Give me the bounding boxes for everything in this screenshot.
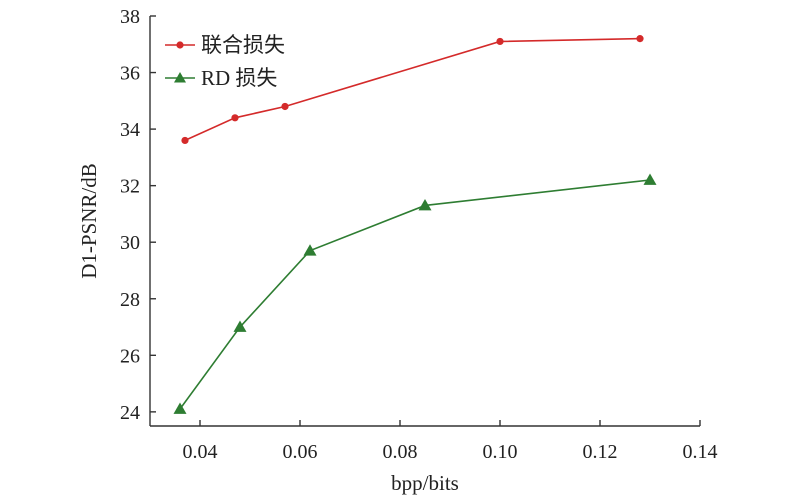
series-layer [173,35,657,414]
x-axis-title: bpp/bits [391,471,459,495]
legend: 联合损失 RD 损失 [165,33,285,90]
series-1 [181,35,644,145]
legend-label: 联合损失 [201,33,285,57]
legend-entry: RD 损失 [165,66,277,90]
data-point [231,114,239,122]
data-point [281,102,289,111]
series-2 [173,173,657,414]
x-tick-label: 0.14 [683,441,718,463]
legend-entry: 联合损失 [165,33,285,57]
y-tick-label: 28 [120,289,140,311]
x-tick-label: 0.12 [583,441,618,463]
x-tick-label: 0.04 [183,441,218,463]
data-point [643,173,657,185]
y-tick-label: 26 [120,345,140,367]
data-point [496,37,504,46]
data-point [174,72,186,83]
x-tick-label: 0.06 [283,441,318,463]
y-tick-label: 34 [120,119,140,141]
y-tick-label: 24 [120,402,140,424]
y-axis-title: D1-PSNR/dB [77,163,101,279]
legend-label: RD 损失 [201,66,277,90]
y-tick-label: 30 [120,232,140,254]
x-tick-label: 0.08 [383,441,418,463]
data-point [233,320,247,332]
y-tick-label: 36 [120,63,140,85]
data-point [181,136,189,145]
data-point [176,41,184,49]
series-line [179,179,651,410]
data-point [418,198,432,211]
y-tick-label: 38 [120,6,140,28]
data-point [303,244,317,256]
y-tick-label: 32 [120,176,140,198]
data-point [636,35,644,43]
data-point [173,402,187,414]
x-tick-label: 0.10 [483,441,518,463]
ticks: 0.04 0.06 0.08 0.10 0.12 0.14 24 26 28 30 32 34 36 38 [120,6,718,463]
axes [149,16,700,427]
